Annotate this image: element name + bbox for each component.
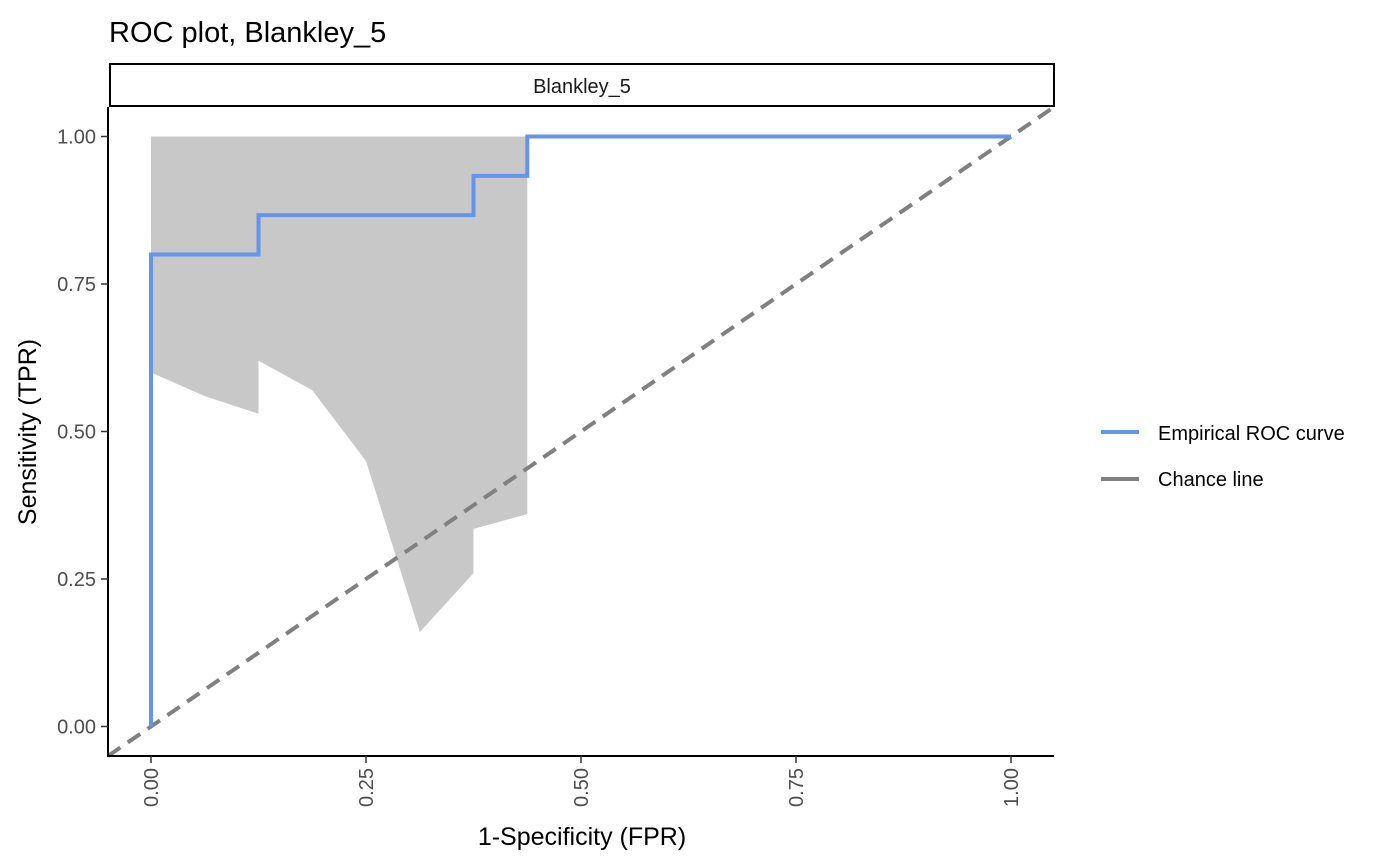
y-tick-label: 1.00 [57, 127, 96, 149]
y-tick-label: 0.75 [57, 274, 96, 296]
x-axis-title: 1-Specificity (FPR) [478, 823, 686, 851]
facet-strip-box [109, 63, 1055, 107]
y-tick-label: 0.25 [57, 569, 96, 591]
facet-strip: Blankley_5 [109, 63, 1055, 107]
x-tick-label: 0.75 [786, 768, 808, 807]
y-tick-label: 0.50 [57, 422, 96, 444]
confidence-band [151, 136, 528, 727]
legend: Empirical ROC curve Chance line [1101, 423, 1345, 491]
legend-label-chance: Chance line [1158, 469, 1264, 491]
x-tick-label: 1.00 [1001, 768, 1023, 807]
empirical-roc-curve [149, 134, 1011, 727]
x-tick-label: 0.00 [141, 768, 163, 807]
x-tick-label: 0.25 [356, 768, 378, 807]
chart-title: ROC plot, Blankley_5 [109, 17, 386, 49]
facet-strip-label: Blankley_5 [533, 76, 631, 98]
plot-area: 0.00 0.25 0.50 0.75 1.00 0.00 0.25 0.50 0.75 1.00 [57, 105, 1056, 807]
y-tick-label: 0.00 [57, 717, 96, 739]
y-axis-title: Sensitivity (TPR) [14, 339, 42, 525]
legend-label-roc: Empirical ROC curve [1158, 423, 1345, 445]
x-tick-label: 0.50 [571, 768, 593, 807]
